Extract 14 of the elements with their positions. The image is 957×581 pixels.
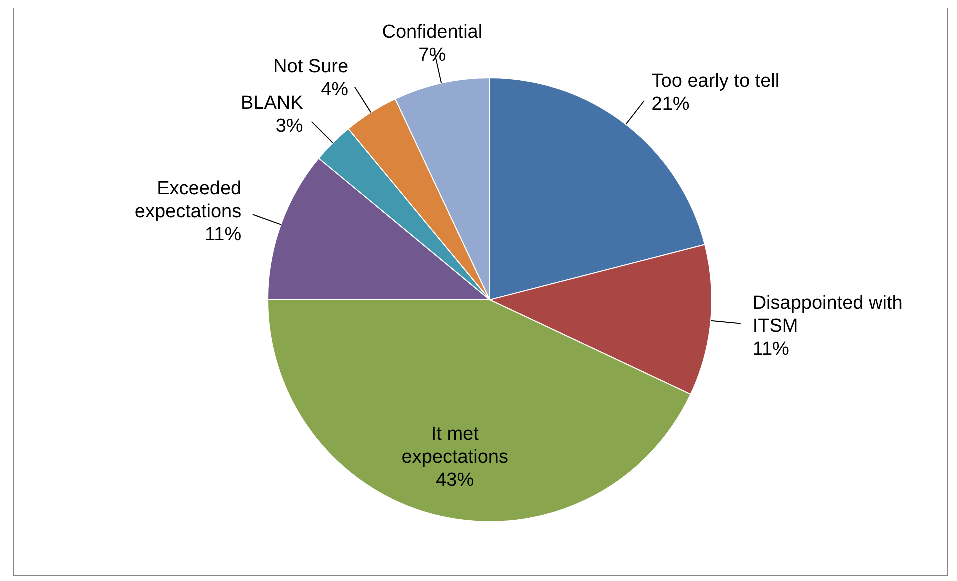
slice-label: It met expectations (402, 424, 508, 468)
data-label: 11% (752, 338, 790, 360)
data-label: 3% (276, 116, 304, 137)
slice-label: Disappointed with ITSM (752, 292, 903, 337)
data-label: 21% (652, 94, 690, 115)
data-label: 4% (321, 80, 349, 101)
data-label: 43% (436, 470, 474, 491)
slice-label: Confidential (382, 22, 483, 43)
slice-label: Not Sure (274, 56, 349, 78)
slice-label: Exceeded expectations (134, 178, 242, 223)
data-label: 7% (418, 44, 446, 66)
slice-label: Too early to tell (652, 70, 780, 92)
slice-label: BLANK (241, 92, 304, 114)
data-label: 11% (204, 224, 242, 246)
